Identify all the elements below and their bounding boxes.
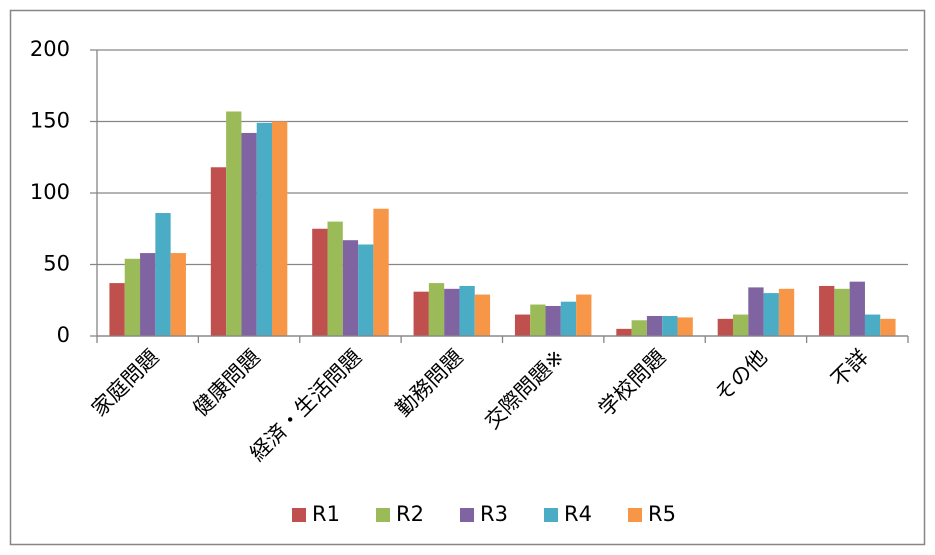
bar (428, 283, 445, 336)
bar (373, 208, 389, 336)
bar (514, 314, 531, 336)
bar (444, 288, 460, 336)
bar (834, 288, 850, 336)
bar (342, 240, 359, 336)
bar (210, 167, 227, 336)
bar (748, 287, 764, 336)
legend-swatch (376, 508, 390, 522)
bar (413, 291, 429, 336)
bar (819, 285, 835, 336)
bar (631, 320, 647, 336)
bar (646, 315, 663, 336)
bar (778, 288, 795, 336)
bar (358, 244, 374, 336)
bar (545, 305, 561, 336)
legend-label: R4 (564, 502, 592, 526)
bar (732, 314, 749, 336)
bar (272, 121, 288, 336)
y-tick-label: 150 (30, 109, 70, 133)
bar (677, 317, 693, 336)
bar (576, 294, 592, 336)
bar (241, 132, 257, 336)
bar (616, 328, 632, 336)
bar (763, 293, 779, 336)
bar (474, 294, 491, 336)
bar (226, 111, 242, 337)
bar (459, 285, 475, 336)
legend-swatch (628, 508, 642, 522)
legend-swatch (292, 508, 306, 522)
y-tick-label: 100 (30, 180, 70, 204)
bar (170, 253, 186, 336)
bar (140, 253, 156, 336)
bar (560, 301, 577, 336)
legend-label: R2 (396, 502, 424, 526)
legend-label: R1 (312, 502, 340, 526)
legend-label: R5 (648, 502, 676, 526)
legend-swatch (460, 508, 474, 522)
bar (530, 304, 546, 336)
bar (124, 258, 141, 336)
bar (864, 314, 881, 336)
bar (155, 213, 171, 336)
y-tick-label: 200 (30, 37, 70, 61)
bar (312, 228, 328, 336)
legend-label: R3 (480, 502, 508, 526)
bar (327, 221, 343, 336)
bar (109, 283, 125, 336)
bar (662, 315, 678, 336)
y-tick-label: 50 (43, 252, 70, 276)
bar (849, 281, 865, 336)
legend-swatch (544, 508, 558, 522)
bar (717, 318, 733, 336)
bar (256, 122, 273, 337)
bar (880, 318, 896, 336)
y-tick-label: 0 (57, 323, 70, 347)
